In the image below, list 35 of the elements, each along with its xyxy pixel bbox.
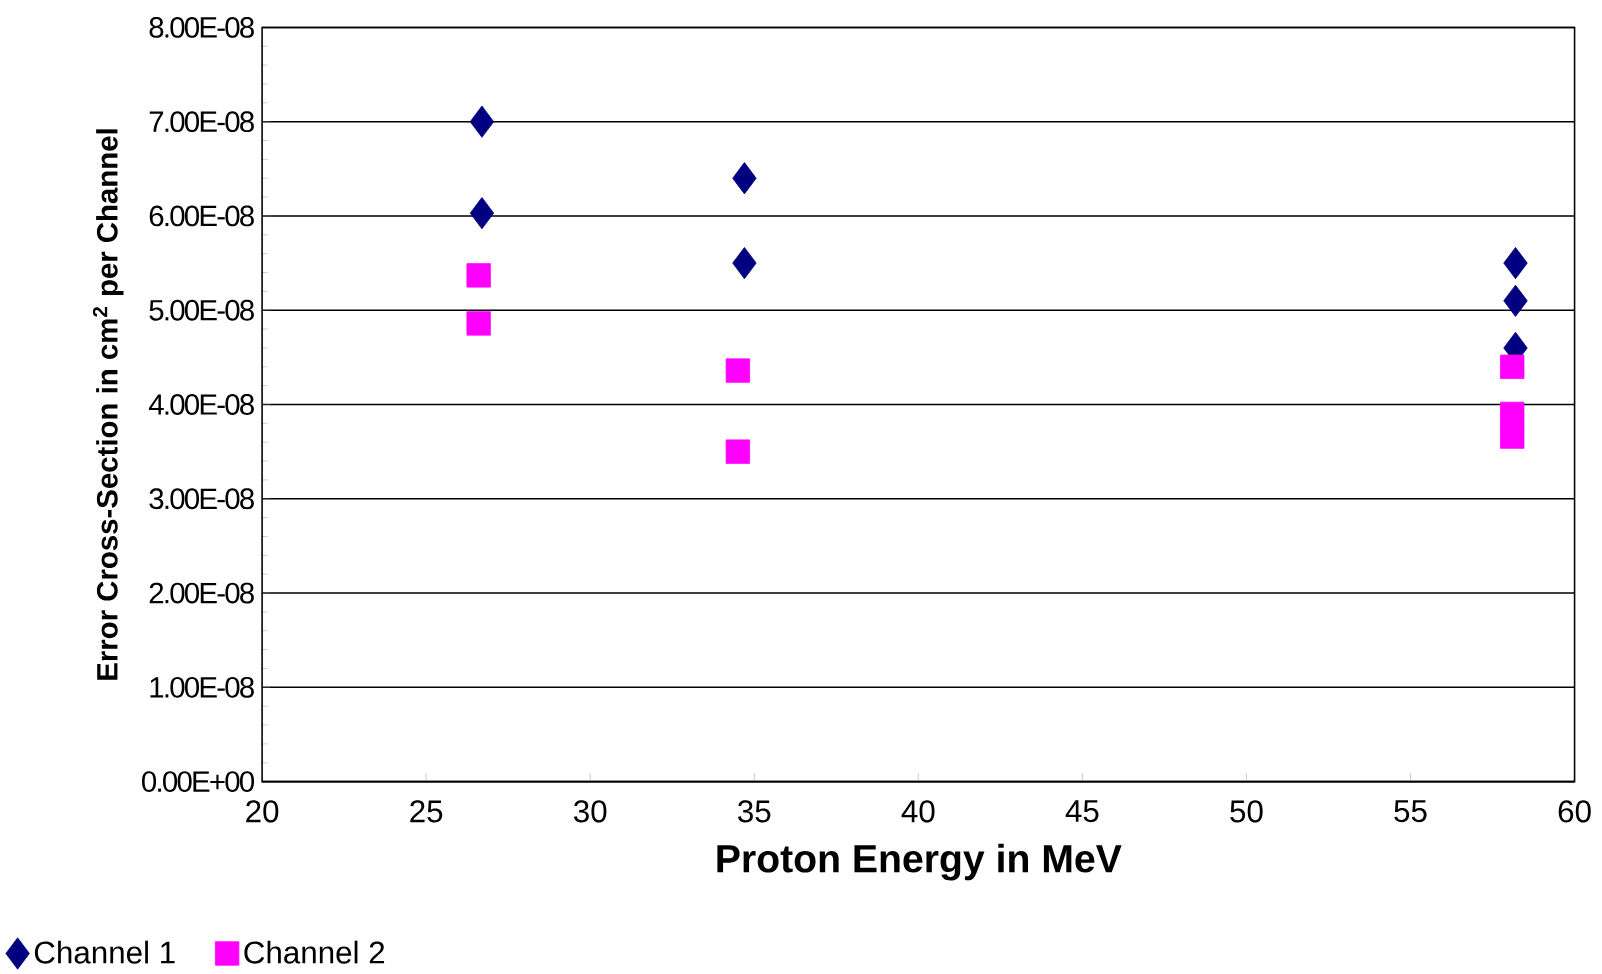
x-tick-label: 20 [246,800,279,823]
legend-label: Channel 1 [34,940,175,964]
x-tick-label: 35 [738,800,771,823]
y-tick-label: 6.00E-08 [149,205,254,227]
y-axis-title: Error Cross-Section in cm$^{2}$ per Channel [92,129,124,680]
point [469,105,495,138]
point [469,197,495,230]
x-axis-title: Proton Energy in MeV [717,843,1122,881]
point [725,358,751,383]
x-tick-label: 30 [573,800,607,823]
point [725,439,751,464]
y-tick-label: 7.00E-08 [149,111,254,133]
x-tick-label: 25 [410,800,443,823]
x-tick-label: 60 [1558,800,1591,823]
point [466,263,491,288]
legend-label: Channel 2 [244,940,385,964]
point [1500,354,1525,379]
point [732,162,757,195]
x-tick-label: 55 [1394,800,1427,823]
y-tick-label: 4.00E-08 [148,394,254,415]
point [1503,246,1528,280]
x-tick-label: 50 [1230,800,1263,823]
y-tick-label: 1.00E-08 [150,676,254,698]
x-tick-label: 45 [1065,800,1099,823]
y-tick-label: 2.00E-08 [149,582,254,604]
y-tick-label: 3.00E-08 [149,488,254,510]
point [1500,424,1525,449]
point [732,246,757,280]
point [466,311,491,336]
x-tick-label: 40 [901,800,935,823]
point [1503,284,1528,317]
y-tick-label: 8.00E-08 [149,16,254,38]
point [1500,401,1525,427]
y-tick-label: 0.00E+00 [142,771,255,792]
y-tick-label: 5.00E-08 [149,299,254,321]
